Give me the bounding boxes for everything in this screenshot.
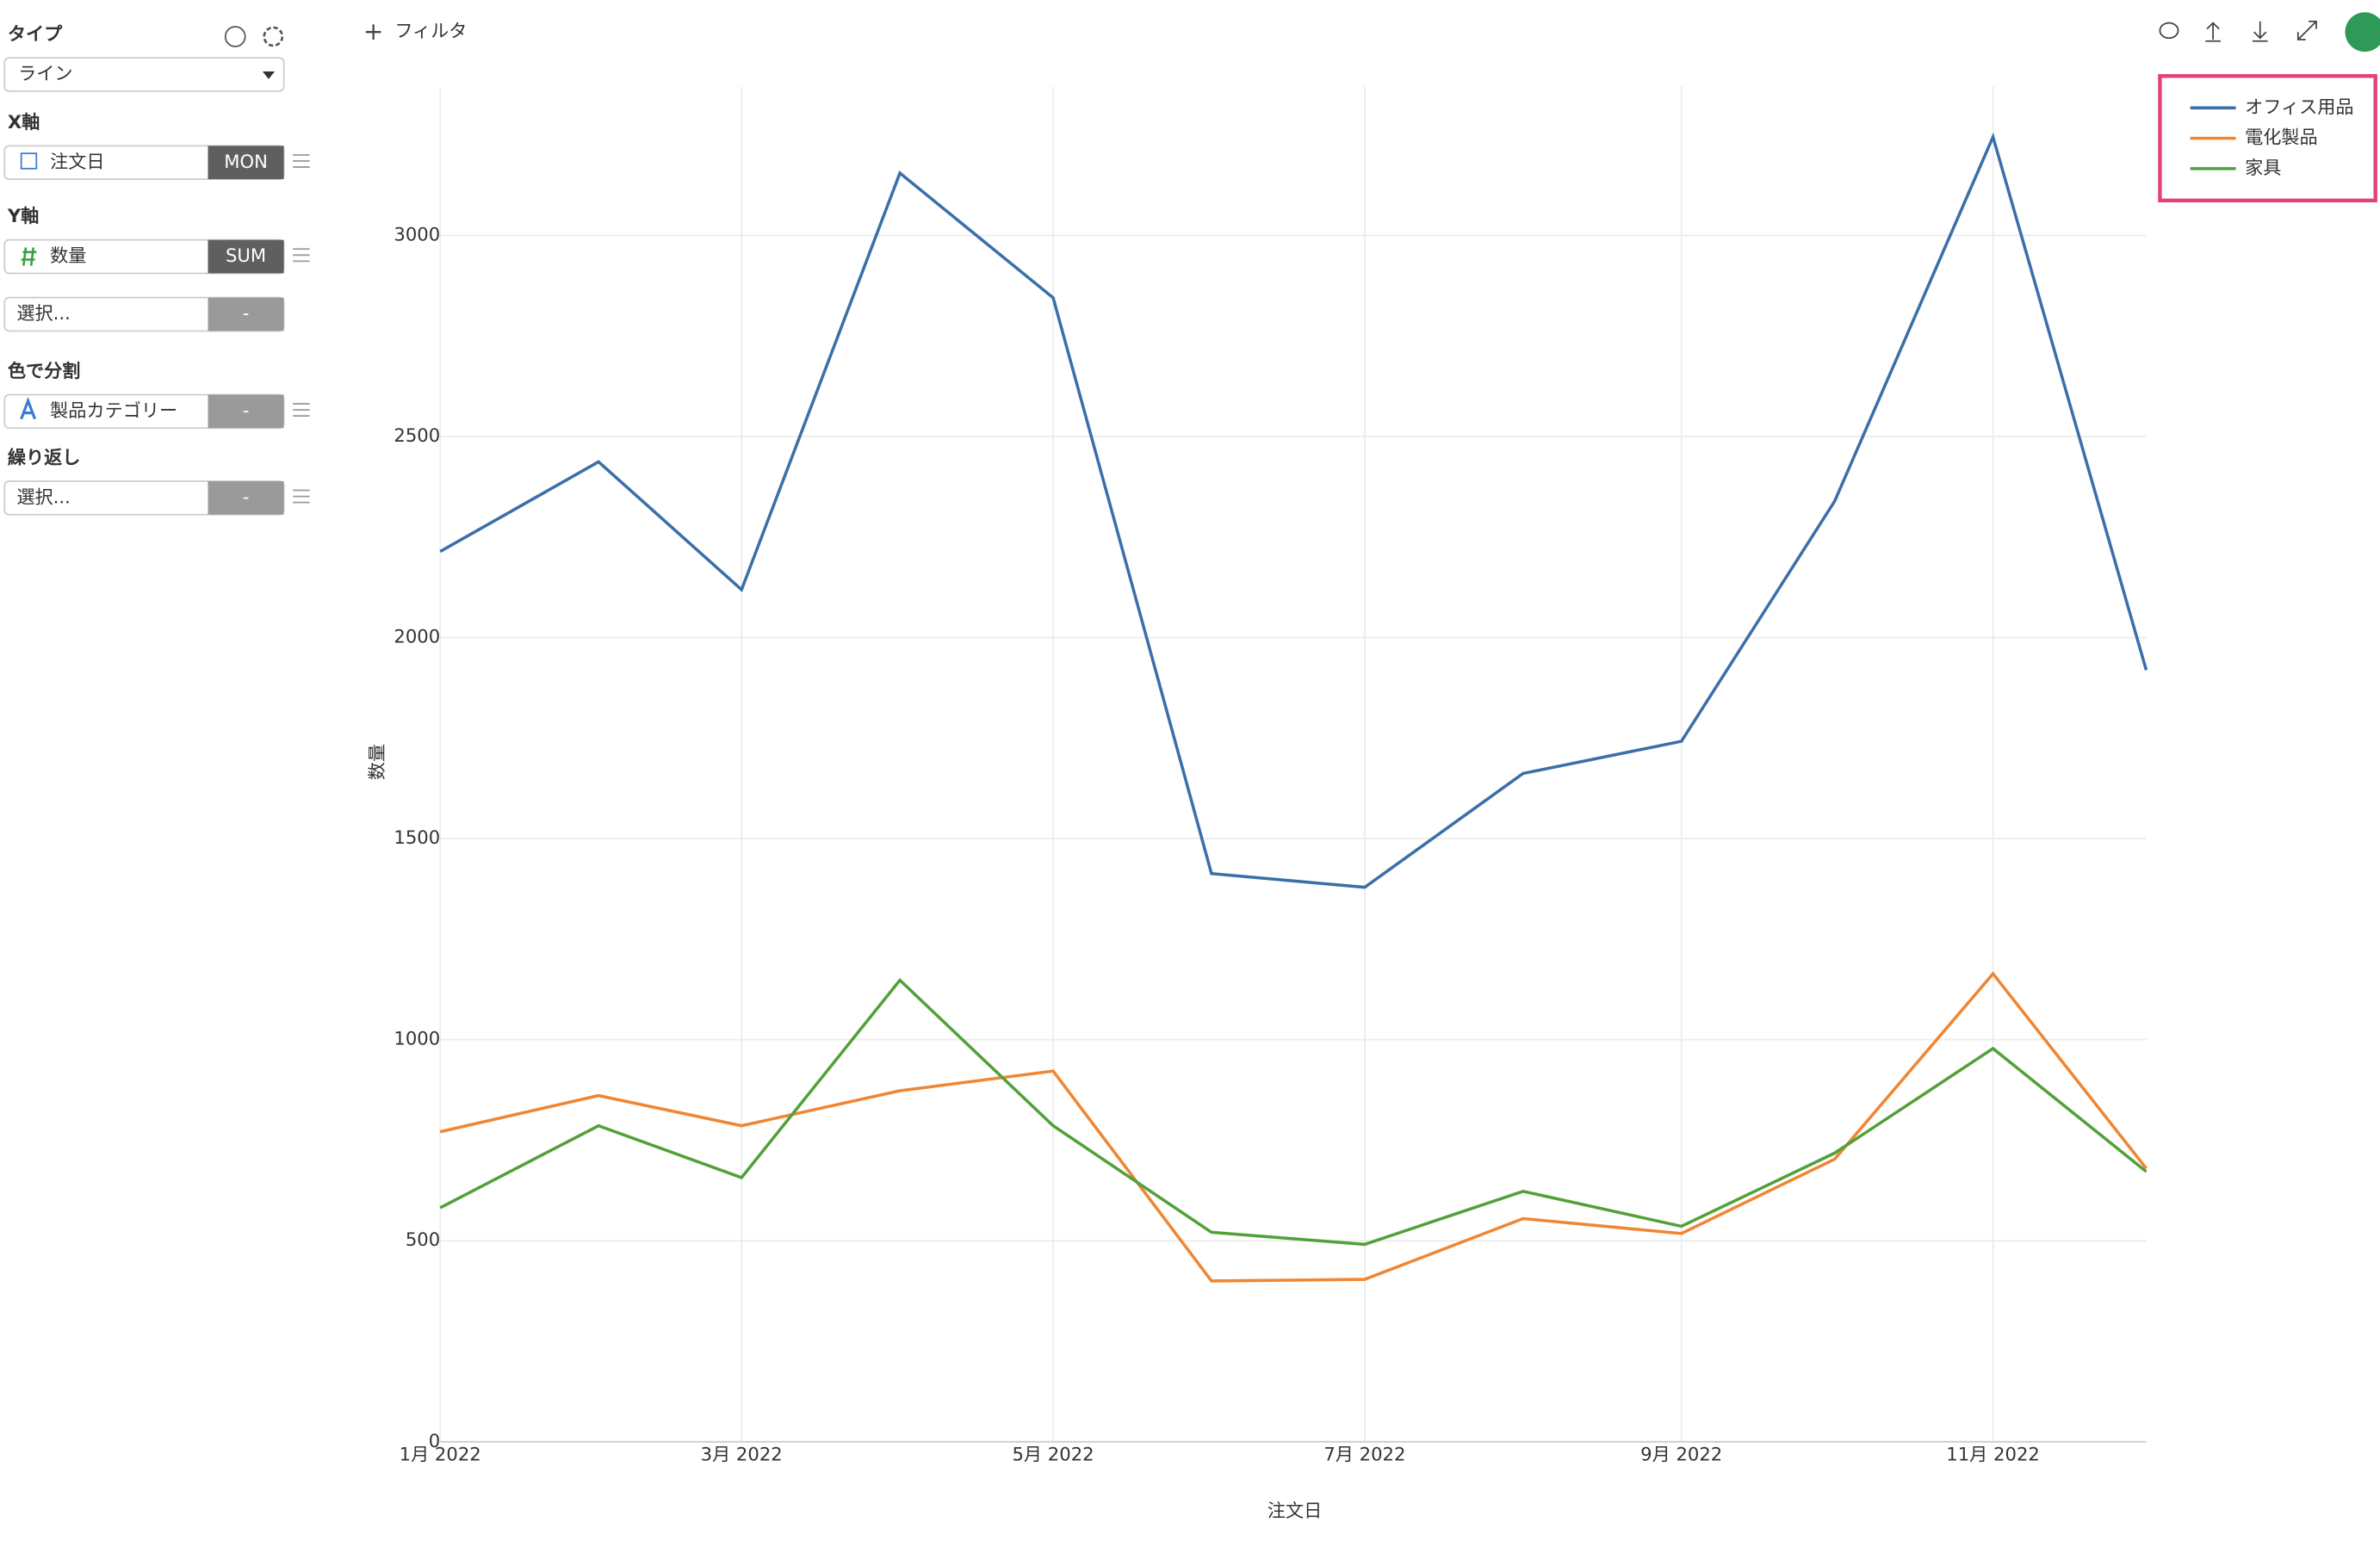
label: 繰り返し xyxy=(8,447,81,468)
plus-icon[interactable] xyxy=(365,24,381,40)
drag-handle[interactable] xyxy=(293,154,310,168)
y-tick-label: 2500 xyxy=(394,424,440,446)
drag-handle[interactable] xyxy=(293,489,310,504)
series-line xyxy=(439,977,2148,1247)
agg-button[interactable] xyxy=(208,480,284,515)
x-tick-label: 1月 2022 xyxy=(400,1444,481,1465)
x-tick-label: 3月 2022 xyxy=(701,1444,783,1465)
toolbar: フィルタ xyxy=(365,12,2380,203)
upload-icon[interactable] xyxy=(2205,22,2221,42)
text-icon xyxy=(20,397,37,420)
field-name: 数量 xyxy=(50,244,86,266)
field-name: 選択... xyxy=(16,302,70,324)
y-tick-label: 3000 xyxy=(394,223,440,244)
filter-button[interactable]: フィルタ xyxy=(394,20,467,41)
download-icon[interactable] xyxy=(2252,21,2268,42)
x-tick-label: 7月 2022 xyxy=(1323,1444,1405,1465)
x-tick-label: 9月 2022 xyxy=(1640,1444,1722,1465)
plot: 0 500 1000 1500 2000 2500 3000 1月 2022 3月 2022 5月… xyxy=(394,86,2148,1465)
field-name: 注文日 xyxy=(50,151,104,172)
calendar-icon xyxy=(20,152,38,170)
expand-icon[interactable] xyxy=(2296,20,2317,40)
drag-handle[interactable] xyxy=(293,248,310,263)
agg-label: - xyxy=(243,486,250,507)
number-icon xyxy=(21,247,37,266)
x-tick-label: 5月 2022 xyxy=(1012,1444,1094,1465)
agg-button[interactable] xyxy=(208,145,284,180)
agg-label: MON xyxy=(224,151,268,172)
y-tick-label: 0 xyxy=(429,1430,440,1451)
type-select[interactable] xyxy=(3,57,285,92)
agg-label: SUM xyxy=(226,244,266,266)
drag-handle[interactable] xyxy=(293,403,310,418)
agg-button[interactable] xyxy=(208,239,284,274)
label: タイプ xyxy=(8,23,63,45)
label: 色で分割 xyxy=(8,360,81,381)
legend-label: 家具 xyxy=(2245,157,2281,178)
sidebar: タイプ ライン X軸 注文日 MON Y軸 数量 SUM 選択... - 色で分… xyxy=(3,23,310,516)
label: Y軸 xyxy=(7,205,39,226)
agg-button[interactable] xyxy=(208,297,284,331)
settings-icon[interactable] xyxy=(263,26,284,47)
legend-label: 電化製品 xyxy=(2245,127,2318,148)
y-tick-label: 2000 xyxy=(394,626,440,647)
y-tick-label: 1500 xyxy=(394,826,440,848)
series-line xyxy=(439,132,2148,889)
help-icon[interactable] xyxy=(224,26,246,47)
select-value: ライン xyxy=(18,63,72,84)
agg-label: - xyxy=(243,302,250,324)
series-line xyxy=(439,971,2148,1283)
x-axis-title: 注文日 xyxy=(1267,1500,1322,1521)
field-name: 製品カテゴリー xyxy=(50,399,177,421)
caret xyxy=(262,71,276,79)
legend-label: オフィス用品 xyxy=(2245,96,2353,117)
comment-icon[interactable] xyxy=(2159,22,2179,40)
x-tick-label: 11月 2022 xyxy=(1946,1444,2040,1465)
agg-button[interactable] xyxy=(208,394,284,429)
field-name: 選択... xyxy=(16,486,70,507)
y-tick-label: 500 xyxy=(406,1228,440,1250)
agg-label: - xyxy=(243,399,250,421)
pin-button[interactable] xyxy=(2345,12,2380,53)
y-tick-label: 1000 xyxy=(394,1028,440,1049)
highlight-box xyxy=(2158,74,2377,203)
y-axis-title: 数量 xyxy=(366,744,387,780)
label: X軸 xyxy=(8,111,40,133)
